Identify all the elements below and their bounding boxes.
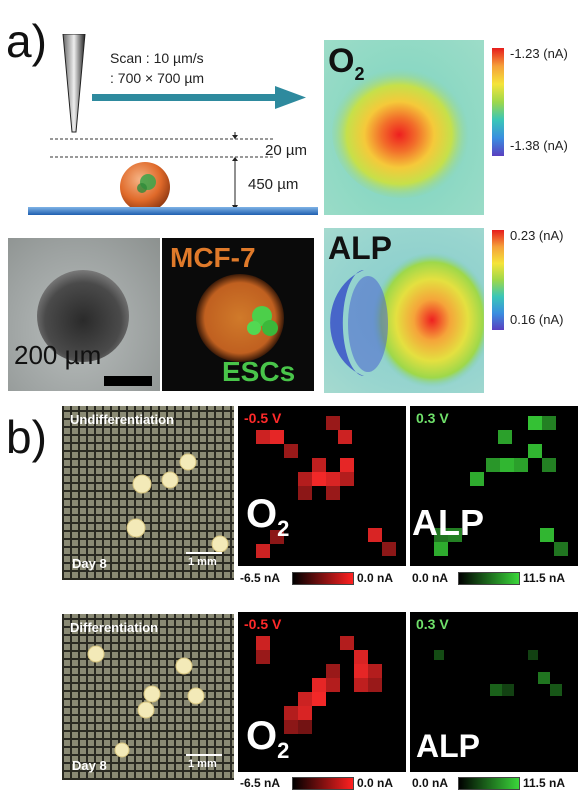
scan-speed-label: Scan : 10 µm/s (110, 50, 204, 66)
condition-label-undiff: Undifferentiation (70, 412, 174, 427)
fluorescence-image: MCF-7 ESCs (162, 238, 314, 391)
o2-colorbar-max: -1.23 (nA) (510, 46, 568, 61)
gap-label: 20 µm (265, 142, 307, 159)
o2-colorbar-diff (292, 777, 354, 790)
alp-label-diff: ALP (416, 728, 480, 764)
o2-colorbar-min: -1.38 (nA) (510, 138, 568, 153)
alp-heatmap: ALP (324, 228, 484, 393)
alp-cbar-min-diff: 0.0 nA (412, 776, 449, 790)
microwell-array-image-diff: Differentiation Day 8 1 mm (62, 614, 234, 780)
alp-cbar-max-undiff: 11.5 nA (523, 571, 566, 585)
alp-label-undiff: ALP (412, 502, 484, 543)
alp-map-title: ALP (328, 230, 392, 266)
alp-colorbar-undiff (458, 572, 520, 585)
o2-map-undiff: -0.5 V O2 (238, 406, 406, 566)
o2-label-diff: O2 (246, 714, 290, 763)
scale-label-undiff: 1 mm (188, 556, 217, 568)
scale-bar-undiff (186, 552, 222, 554)
brightfield-image: 200 µm (8, 238, 160, 391)
day-label-undiff: Day 8 (72, 556, 107, 571)
alp-map-undiff: 0.3 V ALP (410, 406, 578, 566)
mcf7-label: MCF-7 (170, 242, 256, 273)
alp-cbar-max-diff: 11.5 nA (523, 776, 566, 790)
spheroid-illustration (120, 162, 170, 212)
panel-a-label: a) (6, 15, 47, 67)
alp-colorbar-min: 0.16 (nA) (510, 312, 564, 327)
o2-heatmap: O2 (324, 40, 484, 215)
o2-colorbar (492, 48, 504, 156)
o2-cbar-min-diff: -6.5 nA (240, 776, 281, 790)
alp-colorbar-diff (458, 777, 520, 790)
alp-colorbar-max: 0.23 (nA) (510, 228, 564, 243)
alp-potential-diff: 0.3 V (416, 616, 449, 632)
brightfield-scale-bar (104, 376, 152, 386)
substrate-plate (28, 207, 318, 215)
alp-potential-undiff: 0.3 V (416, 410, 449, 426)
o2-label-undiff: O2 (246, 492, 290, 541)
dimension-lines (50, 132, 275, 210)
condition-label-diff: Differentiation (70, 620, 159, 635)
o2-cbar-max-diff: 0.0 nA (357, 776, 394, 790)
o2-map-diff: -0.5 V O2 (238, 612, 406, 772)
o2-cbar-min-undiff: -6.5 nA (240, 571, 281, 585)
probe-tip (62, 34, 86, 133)
height-label: 450 µm (248, 176, 299, 193)
alp-cbar-min-undiff: 0.0 nA (412, 571, 449, 585)
panel-b-label: b) (6, 411, 47, 463)
o2-potential-undiff: -0.5 V (244, 410, 282, 426)
scan-arrow (92, 86, 306, 109)
o2-map-title: O2 (328, 42, 365, 84)
esc-label: ESCs (222, 356, 296, 387)
microwell-array-image-undiff: Undifferentiation Day 8 1 mm (62, 406, 234, 580)
scale-label-diff: 1 mm (188, 758, 217, 770)
o2-colorbar-undiff (292, 572, 354, 585)
day-label-diff: Day 8 (72, 758, 107, 773)
alp-map-diff: 0.3 V ALP (410, 612, 578, 772)
brightfield-scale-label: 200 µm (14, 340, 102, 370)
scale-bar-diff (186, 754, 222, 756)
alp-colorbar (492, 230, 504, 330)
o2-cbar-max-undiff: 0.0 nA (357, 571, 394, 585)
o2-potential-diff: -0.5 V (244, 616, 282, 632)
scan-area-label: : 700 × 700 µm (110, 70, 205, 86)
